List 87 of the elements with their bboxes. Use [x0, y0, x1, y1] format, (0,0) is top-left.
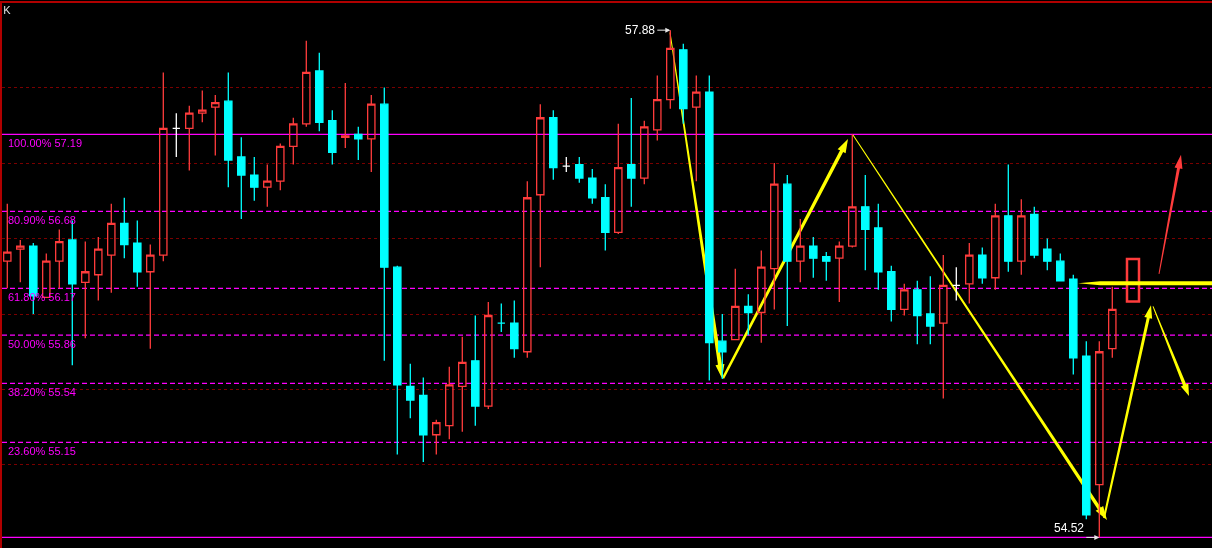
candlestick	[393, 265, 402, 456]
candlestick	[1056, 252, 1065, 282]
candlestick	[952, 266, 961, 302]
candlestick	[419, 376, 428, 463]
candlestick	[588, 168, 597, 205]
ref-line-label: 23.60% 55.15	[8, 445, 76, 457]
candlestick	[146, 243, 155, 350]
candlestick	[939, 254, 948, 400]
candlestick	[978, 246, 987, 285]
candlestick	[692, 74, 701, 182]
candlestick	[354, 126, 363, 161]
candlestick	[224, 71, 233, 188]
candlestick	[484, 301, 493, 410]
candlestick	[263, 163, 272, 208]
annotation: 54.52	[1054, 521, 1085, 535]
candlestick	[575, 156, 584, 184]
candlestick	[627, 97, 636, 208]
candlestick	[718, 313, 727, 380]
candlestick	[237, 136, 246, 220]
candlestick	[848, 133, 857, 249]
candlestick	[341, 82, 350, 149]
candlestick	[601, 183, 610, 252]
annotation: 57.88	[625, 23, 656, 37]
candlestick	[536, 103, 545, 268]
candlestick	[107, 203, 116, 294]
candlestick	[406, 363, 415, 419]
candlestick	[1043, 237, 1052, 271]
candlestick	[809, 236, 818, 279]
candlestick	[16, 239, 25, 283]
candlestick	[458, 335, 467, 433]
candlestick	[1030, 206, 1039, 259]
candlestick	[1108, 286, 1117, 359]
candlestick	[874, 203, 883, 291]
candlestick	[731, 268, 740, 341]
candlestick	[614, 123, 623, 235]
candlestick	[497, 302, 506, 333]
candlestick	[55, 228, 64, 289]
candlestick	[1082, 340, 1091, 520]
candlestick	[796, 218, 805, 283]
ref-line-label: 80.90% 56.68	[8, 214, 76, 226]
candlestick	[679, 43, 688, 125]
candlestick	[289, 117, 298, 166]
candlestick	[185, 105, 194, 172]
candlestick	[159, 71, 168, 262]
candlestick	[250, 156, 259, 202]
candlestick	[380, 86, 389, 362]
candlestick	[133, 219, 142, 288]
candlestick	[471, 314, 480, 427]
candlestick	[913, 280, 922, 345]
candlestick	[1017, 198, 1026, 276]
candlestick	[653, 74, 662, 142]
candlestick	[757, 249, 766, 344]
candlestick	[770, 162, 779, 311]
candlestick	[640, 120, 649, 185]
candlestick	[198, 89, 207, 123]
candlestick	[1069, 274, 1078, 376]
candlestick	[562, 156, 571, 173]
candlestick	[120, 197, 129, 259]
candlestick	[276, 142, 285, 191]
candlestick	[991, 203, 1000, 291]
candlestick	[81, 240, 90, 339]
candlestick	[835, 240, 844, 303]
candlestick	[926, 275, 935, 345]
candlestick	[861, 174, 870, 271]
candlestick	[822, 251, 831, 282]
chart-title: K	[3, 4, 12, 17]
candlestick	[432, 419, 441, 456]
candlestick	[94, 236, 103, 302]
candlestick	[705, 74, 714, 382]
candlestick	[783, 174, 792, 327]
candlestick	[328, 109, 337, 166]
candlestick	[523, 180, 532, 359]
candlestick	[445, 366, 454, 440]
candlestick	[549, 109, 558, 181]
candlestick	[367, 94, 376, 173]
candlestick	[900, 283, 909, 317]
candlestick	[211, 94, 220, 157]
candlestick	[510, 299, 519, 359]
candlestick	[965, 242, 974, 305]
candlestick	[172, 112, 181, 158]
candlestick	[887, 265, 896, 323]
candlestick	[315, 52, 324, 132]
candlestick	[1004, 163, 1013, 273]
candlestick	[302, 40, 311, 128]
candlestick	[744, 293, 753, 336]
ref-line-label: 100.00% 57.19	[8, 137, 83, 149]
ref-line-label: 38.20% 55.54	[8, 386, 76, 398]
